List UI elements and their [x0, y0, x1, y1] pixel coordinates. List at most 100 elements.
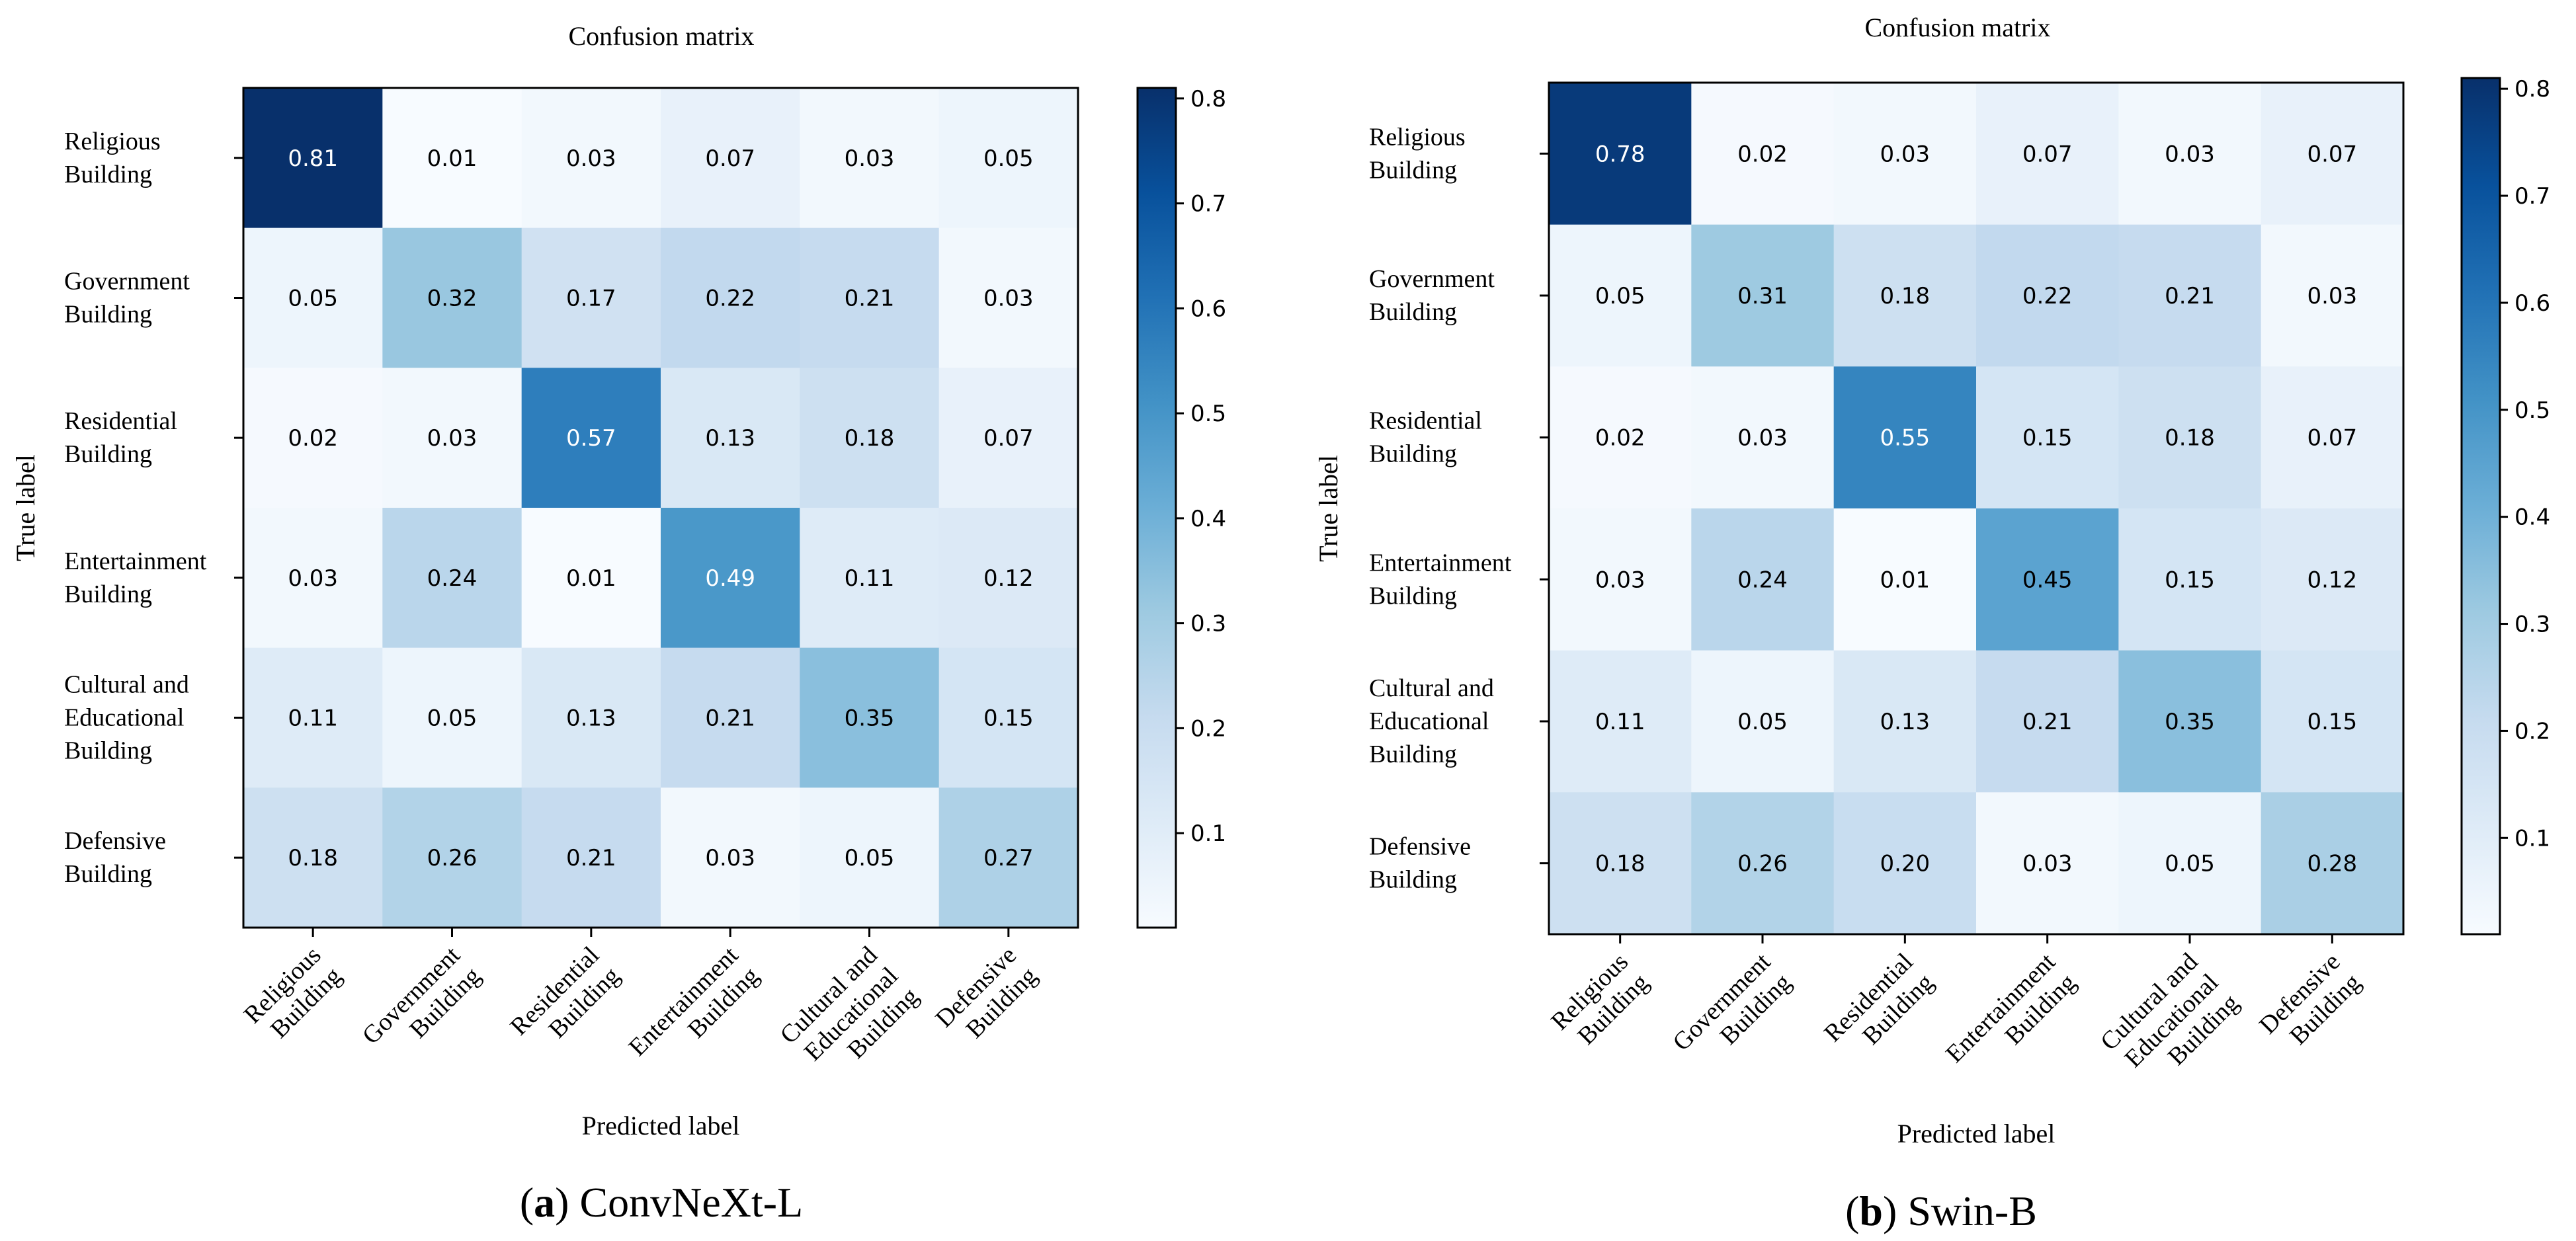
cell-value-label: 0.03	[705, 845, 755, 871]
heatmap-cell	[1691, 83, 1835, 225]
cell-value-label: 0.26	[427, 845, 478, 871]
caption-letter: b	[1859, 1187, 1883, 1234]
cell-value-label: 0.03	[1595, 567, 1645, 593]
heatmap-cell	[1549, 508, 1692, 651]
heatmap-frame	[242, 87, 1079, 929]
cell-value-label: 0.15	[983, 705, 1034, 732]
cell-value-label: 0.03	[2307, 283, 2357, 309]
y-tick-label: Cultural and Educational Building	[1369, 674, 1494, 768]
heatmap-cell	[1549, 366, 1692, 509]
cell-value-label: 0.11	[288, 705, 338, 732]
cell-value-label: 0.11	[845, 565, 895, 592]
cell-value-label: 0.22	[705, 286, 755, 312]
cell-value-label: 0.35	[2165, 709, 2215, 735]
cell-value-label: 0.24	[1737, 567, 1788, 593]
cell-value-label: 0.18	[2165, 425, 2215, 452]
heatmap-cell	[2261, 792, 2404, 935]
heatmap-cell	[243, 647, 383, 788]
x-axis-title: Predicted label	[582, 1111, 740, 1141]
cell-value-label: 0.03	[2165, 141, 2215, 167]
cell-value-label: 0.18	[1595, 851, 1645, 877]
cell-value-label: 0.05	[2165, 851, 2215, 877]
heatmap-cell	[382, 368, 522, 508]
x-axis-title: Predicted label	[1897, 1119, 2056, 1148]
heatmap-cell	[243, 368, 383, 508]
subfigure-caption: (a) ConvNeXt-L	[520, 1179, 803, 1226]
x-tick-label: EntertainmentBuilding	[1940, 947, 2081, 1088]
cell-value-label: 0.27	[983, 845, 1034, 871]
cell-value-label: 0.01	[566, 565, 616, 592]
cell-value-label: 0.55	[1880, 425, 1930, 452]
y-axis-title: True label	[1313, 455, 1343, 562]
heatmap-cell	[2261, 508, 2404, 651]
chart-title: Confusion matrix	[1864, 13, 2050, 42]
heatmap-cell	[243, 508, 383, 649]
x-tick-label: ReligiousBuilding	[1546, 948, 1654, 1057]
heatmap-cell	[1549, 792, 1692, 935]
cell-value-label: 0.13	[566, 705, 616, 732]
y-tick-label: Government Building	[64, 268, 190, 329]
confusion-matrix-panel-convnext: Confusion matrix 0.81 0.01 0.03 0.07 0.03 0.05…	[11, 21, 1226, 1226]
heatmap-cell	[521, 368, 661, 508]
heatmap-cell	[382, 508, 522, 649]
cell-value-label: 0.05	[288, 286, 338, 312]
cell-value-label: 0.13	[705, 425, 755, 452]
cell-value-label: 0.15	[2165, 567, 2215, 593]
cell-value-label: 0.01	[1880, 567, 1930, 593]
colorbar-tick-label: 0.5	[1190, 401, 1226, 427]
cell-value-label: 0.13	[1880, 709, 1930, 735]
x-tick-label: Cultural andEducationalBuilding	[775, 941, 925, 1091]
cell-value-label: 0.03	[288, 565, 338, 592]
y-axis-title: True label	[11, 454, 40, 561]
heatmap-cell	[2261, 224, 2404, 367]
heatmap-cell	[1833, 508, 1977, 651]
x-tick-label: ResidentialBuilding	[505, 941, 626, 1062]
caption-letter: a	[534, 1179, 555, 1226]
colorbar-tick-label: 0.3	[1190, 611, 1226, 637]
heatmap-cell	[243, 787, 383, 928]
y-tick-label: Religious Building	[64, 128, 161, 188]
cell-value-label: 0.01	[427, 145, 478, 172]
colorbar-tick-label: 0.2	[2514, 718, 2550, 744]
heatmap-cell	[661, 88, 800, 229]
cell-value-label: 0.07	[2307, 141, 2357, 167]
heatmap-cell	[382, 647, 522, 788]
y-tick-label: Defensive Building	[1369, 833, 1471, 894]
heatmap-cell	[2118, 650, 2262, 793]
colorbar-tick-label: 0.6	[1190, 296, 1226, 322]
heatmap-cell	[938, 787, 1079, 928]
cell-value-label: 0.03	[1737, 425, 1788, 452]
cell-value-label: 0.32	[427, 286, 478, 312]
heatmap-cell	[2118, 224, 2262, 367]
heatmap-cell	[1549, 650, 1692, 793]
heatmap-cell	[2261, 366, 2404, 509]
heatmap-cell	[521, 227, 661, 368]
heatmap-cell	[938, 227, 1079, 368]
cell-value-label: 0.18	[845, 425, 895, 452]
colorbar-tick-label: 0.8	[2514, 76, 2550, 102]
cell-value-label: 0.49	[705, 565, 755, 592]
cell-value-label: 0.17	[566, 286, 616, 312]
cell-value-label: 0.02	[1595, 425, 1645, 452]
colorbar-tick-label: 0.4	[2514, 504, 2550, 531]
x-tick-label: ReligiousBuilding	[239, 941, 347, 1050]
cell-value-label: 0.35	[845, 705, 895, 732]
heatmap-cell	[2118, 508, 2262, 651]
cell-value-label: 0.45	[2022, 567, 2073, 593]
heatmap-cell	[1833, 83, 1977, 225]
heatmap-cell	[1691, 650, 1835, 793]
heatmap-cell	[1691, 792, 1835, 935]
cell-value-label: 0.07	[705, 145, 755, 172]
cell-value-label: 0.05	[427, 705, 478, 732]
cell-value-label: 0.07	[983, 425, 1034, 452]
heatmap-cell	[800, 508, 940, 649]
heatmap-cell	[1976, 792, 2119, 935]
cell-value-label: 0.02	[1737, 141, 1788, 167]
heatmap-cell	[1833, 792, 1977, 935]
cell-value-label: 0.21	[566, 845, 616, 871]
heatmap-cell	[2118, 792, 2262, 935]
heatmap-cell	[1833, 366, 1977, 509]
heatmap-cell	[521, 508, 661, 649]
x-tick-label: DefensiveBuilding	[931, 941, 1043, 1054]
heatmap-cell	[1549, 224, 1692, 367]
